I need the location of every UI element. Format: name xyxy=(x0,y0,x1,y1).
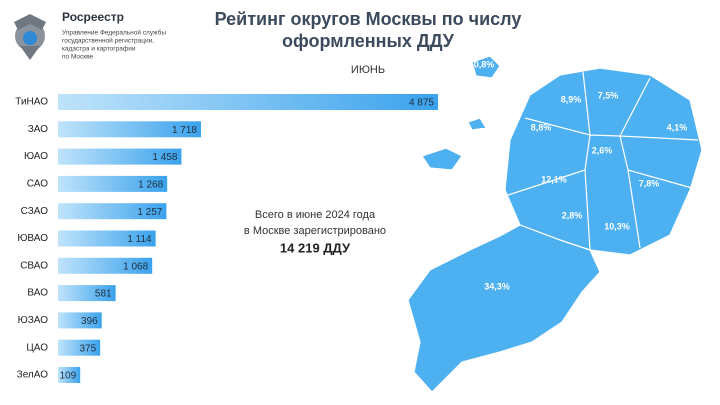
value-label: 4 875 xyxy=(409,98,434,109)
category-label: ЗелАО xyxy=(17,370,49,381)
map-value-label: 4,1% xyxy=(667,122,688,132)
bar xyxy=(58,312,102,329)
category-label: ЮВАО xyxy=(17,233,48,244)
bar xyxy=(58,230,156,247)
value-label: 1 068 xyxy=(123,261,148,272)
map-value-label: 8,8% xyxy=(531,122,552,132)
value-label: 109 xyxy=(59,371,76,382)
value-label: 1 257 xyxy=(137,207,162,218)
bar xyxy=(58,339,101,356)
value-label: 1 114 xyxy=(127,234,152,245)
district-border xyxy=(507,71,699,251)
value-label: 396 xyxy=(81,316,98,327)
map-value-label: 7,8% xyxy=(639,178,660,188)
map-island xyxy=(421,147,463,171)
value-label: 1 718 xyxy=(172,125,197,136)
org-subtitle: кадастра и картографии xyxy=(62,46,136,53)
bar xyxy=(58,367,81,383)
title: оформленных ДДУ xyxy=(282,31,455,51)
bar xyxy=(58,257,153,274)
bar xyxy=(58,121,201,138)
org-subtitle: Управление Федеральной службы xyxy=(62,29,166,37)
annotation: в Москве зарегистрировано xyxy=(244,225,386,237)
category-label: ТиНАО xyxy=(15,97,48,108)
map-value-label: 7,5% xyxy=(598,90,619,100)
category-label: ЦАО xyxy=(26,342,48,353)
title: Рейтинг округов Москвы по числу xyxy=(215,9,522,29)
map-value-label: 34,3% xyxy=(484,281,510,291)
bar xyxy=(58,203,167,220)
category-label: ЮАО xyxy=(24,151,48,162)
map-value-label: 8,9% xyxy=(561,94,582,104)
map-region xyxy=(407,224,601,393)
bar xyxy=(58,175,168,192)
bar xyxy=(58,285,116,302)
bar xyxy=(58,148,182,165)
map-region xyxy=(504,67,703,256)
value-label: 581 xyxy=(95,289,112,300)
value-label: 375 xyxy=(79,343,96,354)
map-island xyxy=(467,117,487,131)
category-label: ЗАО xyxy=(28,124,48,135)
map-value-label: 2,6% xyxy=(592,145,613,155)
subtitle: ИЮНЬ xyxy=(351,64,385,76)
map-value-label: 2,8% xyxy=(562,210,583,220)
org-subtitle: государственной регистрации, xyxy=(62,37,154,45)
category-label: СВАО xyxy=(20,260,48,271)
value-label: 1 458 xyxy=(152,152,177,163)
map-region xyxy=(471,55,501,79)
bar xyxy=(58,94,438,110)
map-value-label: 10,3% xyxy=(604,221,630,231)
category-label: ВАО xyxy=(27,288,48,299)
annotation-total: 14 219 ДДУ xyxy=(280,240,351,255)
logo xyxy=(14,14,46,60)
org-subtitle: по Москве xyxy=(62,54,94,61)
value-label: 1 268 xyxy=(138,180,163,191)
map: 0,8% 8,9% 7,5% 4,1% 8,8% 2,6% 12,1% 7,8% 2,8% 10,… xyxy=(407,55,703,393)
category-label: САО xyxy=(27,179,48,190)
category-label: ЮЗАО xyxy=(18,315,49,326)
org-name: Росреестр xyxy=(62,10,124,24)
map-value-label: 12,1% xyxy=(541,174,567,184)
category-label: СЗАО xyxy=(21,206,49,217)
annotation: Всего в июне 2024 года xyxy=(255,209,376,221)
map-value-label: 0,8% xyxy=(474,59,495,69)
